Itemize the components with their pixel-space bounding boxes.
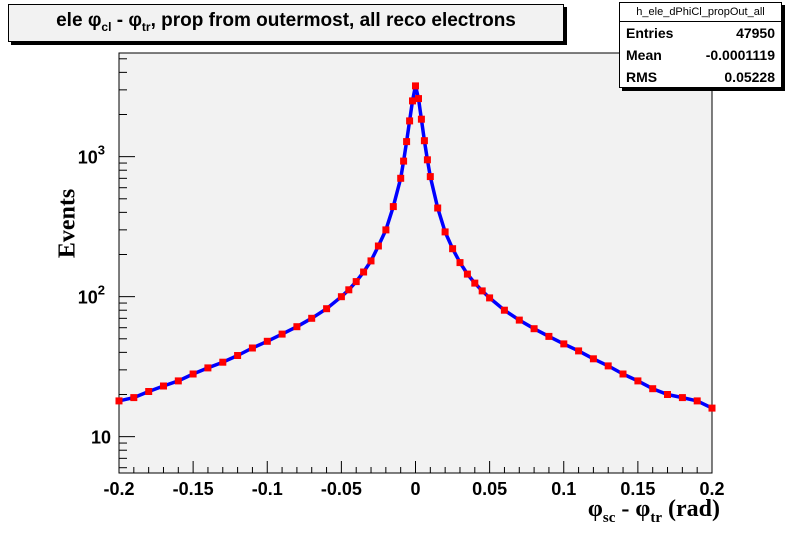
data-point — [486, 294, 494, 302]
data-point — [360, 268, 368, 276]
data-point — [293, 323, 301, 331]
data-point — [500, 306, 508, 314]
data-point — [678, 394, 686, 402]
x-axis-label: φsc - φtr (rad) — [587, 496, 720, 526]
y-tick-label: 10 — [91, 428, 111, 448]
x-tick-label: 0.2 — [699, 479, 724, 499]
data-point — [619, 370, 627, 378]
data-point — [308, 314, 316, 322]
data-point — [145, 388, 153, 395]
data-point — [323, 305, 331, 313]
data-point — [400, 157, 408, 165]
data-point — [204, 364, 212, 372]
x-tick-label: 0 — [410, 479, 420, 499]
series-layer — [115, 82, 716, 412]
y-axis-label: Events — [54, 188, 81, 259]
data-point — [693, 397, 701, 405]
data-point — [423, 156, 431, 164]
data-point — [708, 404, 716, 412]
data-point — [374, 242, 382, 250]
data-point — [463, 270, 471, 278]
data-point — [160, 382, 167, 390]
data-point — [426, 173, 434, 181]
data-point — [409, 97, 416, 105]
x-tick-label: -0.15 — [173, 479, 214, 499]
data-point — [471, 279, 479, 287]
data-point — [604, 362, 612, 370]
data-point — [456, 259, 464, 267]
stats-row-entries: Entries 47950 — [626, 25, 775, 41]
x-tick-label: -0.1 — [252, 479, 283, 499]
y-tick-label: 103 — [78, 143, 105, 168]
stats-row-rms: RMS 0.05228 — [626, 69, 775, 85]
data-point — [367, 257, 375, 265]
data-point — [174, 377, 182, 385]
data-point — [337, 293, 345, 301]
data-point — [649, 385, 657, 393]
data-point — [345, 286, 353, 294]
data-point — [189, 370, 197, 378]
data-point — [115, 397, 123, 405]
data-point — [415, 95, 422, 103]
data-point — [634, 377, 642, 385]
data-point — [478, 287, 486, 295]
chart-title: ele φcl - φtr, prop from outermost, all … — [56, 10, 516, 34]
data-point — [545, 332, 553, 340]
data-point — [352, 278, 360, 286]
data-point — [403, 138, 411, 146]
y-tick-label: 102 — [78, 283, 105, 308]
data-point — [420, 137, 428, 145]
x-tick-label: 0.05 — [472, 479, 507, 499]
data-point — [575, 347, 583, 355]
data-point — [449, 245, 457, 253]
data-point — [278, 330, 286, 338]
data-point — [412, 82, 419, 90]
stats-box: h_ele_dPhiCl_propOut_all Entries 47950 Me… — [619, 2, 782, 88]
data-point — [434, 204, 442, 212]
data-point — [389, 203, 397, 211]
x-tick-label: 0.1 — [551, 479, 576, 499]
data-point — [382, 226, 390, 234]
axis-layer: -0.2 -0.15 -0.1 -0.05 0 0.05 0.1 0.15 0.2 10 102 10… — [78, 58, 725, 499]
data-point — [530, 325, 538, 333]
data-point — [234, 352, 242, 359]
data-point — [130, 394, 138, 402]
histogram-name: h_ele_dPhiCl_propOut_all — [620, 3, 781, 22]
title-box: ele φcl - φtr, prop from outermost, all … — [8, 4, 564, 42]
data-point — [589, 355, 597, 363]
data-point — [515, 316, 523, 324]
data-point — [664, 391, 671, 398]
x-tick-label: 0.15 — [620, 479, 655, 499]
x-tick-label: -0.05 — [321, 479, 362, 499]
plot-frame — [118, 52, 713, 474]
data-point — [406, 117, 414, 125]
data-point — [263, 337, 271, 345]
data-point — [441, 228, 449, 236]
stats-row-mean: Mean -0.0001119 — [626, 47, 775, 63]
data-point — [417, 115, 425, 123]
x-tick-label: -0.2 — [103, 479, 134, 499]
data-point — [248, 344, 256, 352]
data-point — [219, 358, 227, 366]
data-point — [560, 340, 568, 348]
data-point — [397, 174, 405, 182]
